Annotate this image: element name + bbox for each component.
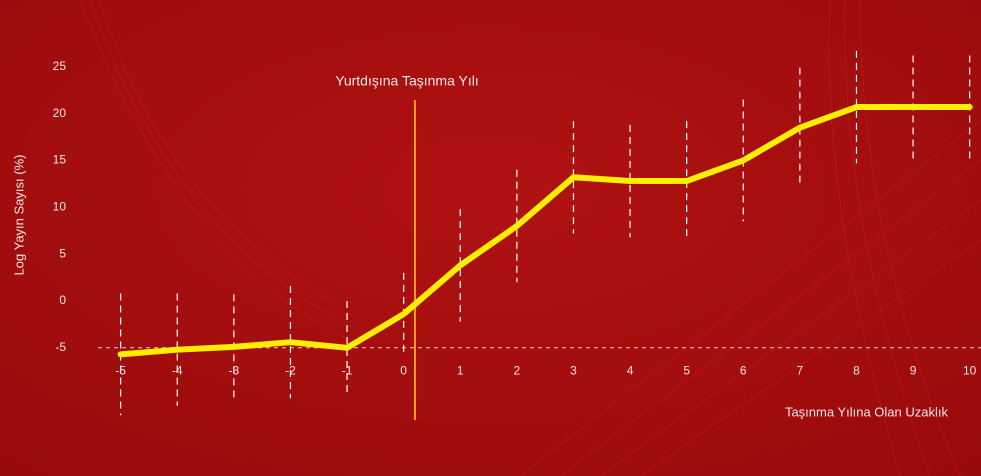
x-tick-label: 1 xyxy=(457,364,464,378)
y-tick-label: -5 xyxy=(55,340,66,354)
annotation: Yurtdışına Taşınma Yılı xyxy=(335,73,478,89)
x-tick-label: 4 xyxy=(627,364,634,378)
decoration xyxy=(79,0,981,476)
x-tick-label: 7 xyxy=(797,364,804,378)
y-tick-label: 0 xyxy=(59,293,66,307)
x-tick-label: 5 xyxy=(683,364,690,378)
x-tick-label: 2 xyxy=(514,364,521,378)
x-tick-label: 6 xyxy=(740,364,747,378)
x-tick-label: 0 xyxy=(400,364,407,378)
y-axis-label: Log Yayın Sayısı (%) xyxy=(11,155,26,276)
x-axis-label: Taşınma Yılına Olan Uzaklık xyxy=(785,404,949,419)
y-tick-label: 15 xyxy=(53,153,67,167)
y-tick-label: 10 xyxy=(53,199,67,213)
y-tick-label: 25 xyxy=(53,59,67,73)
data-line xyxy=(117,104,973,358)
x-tick-label: 10 xyxy=(963,364,977,378)
y-tick-label: 20 xyxy=(53,106,67,120)
y-tick-label: 5 xyxy=(59,246,66,260)
x-tick-label: 9 xyxy=(910,364,917,378)
x-tick-label: 8 xyxy=(853,364,860,378)
x-tick-label: -1 xyxy=(342,364,353,378)
x-tick-label: 3 xyxy=(570,364,577,378)
